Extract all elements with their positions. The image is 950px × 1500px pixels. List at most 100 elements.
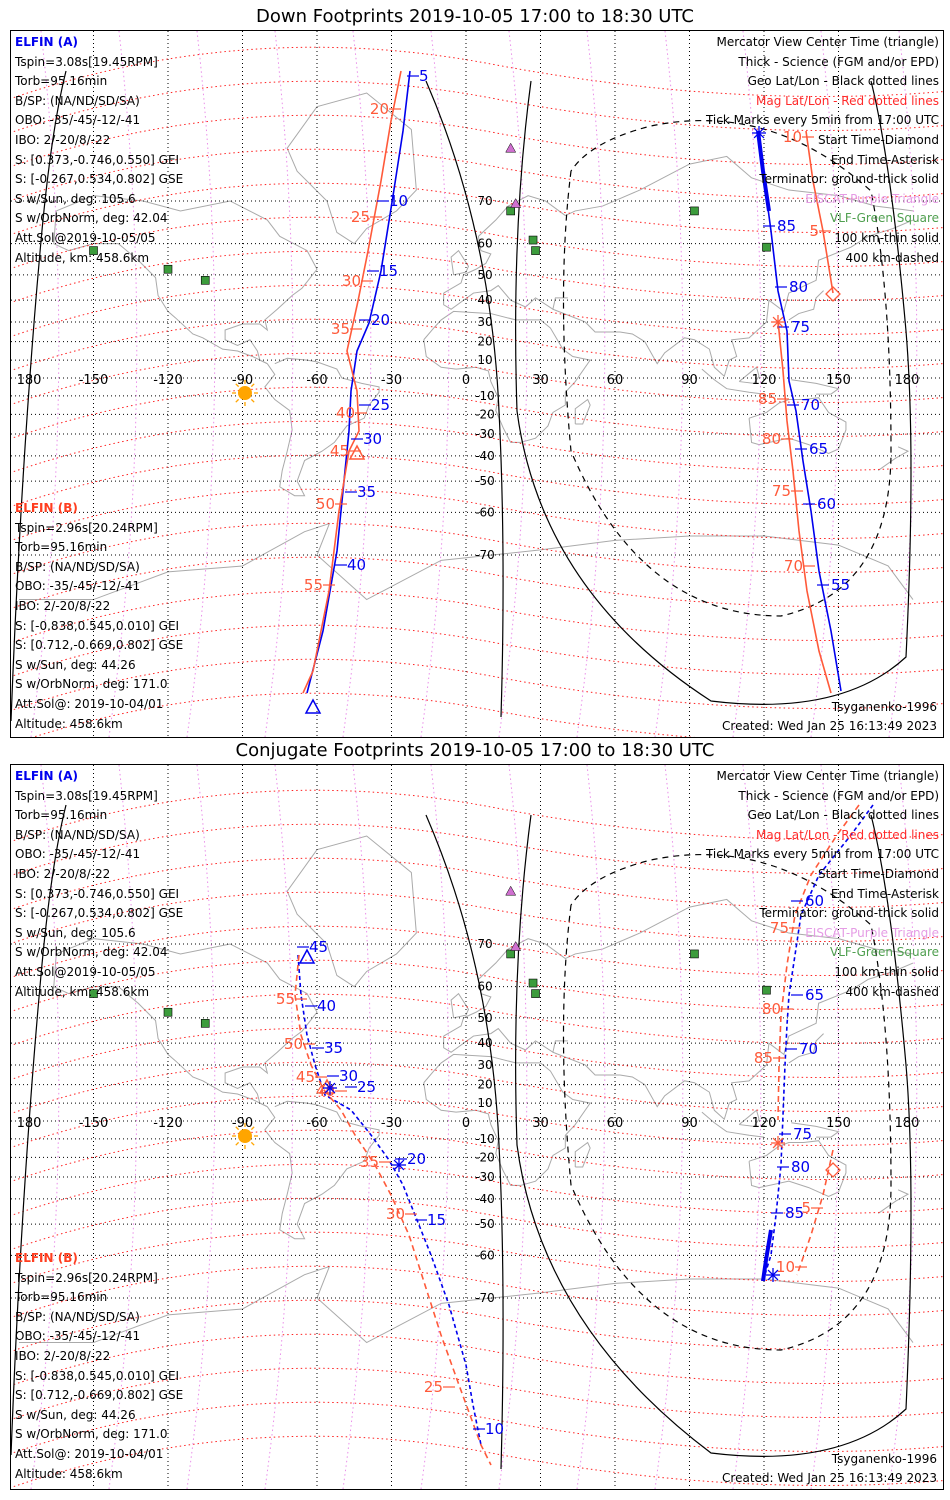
map-canvas: 180 -150 -120 -90 -60 -30 0 30 60 90 120 150 180 70 60…: [11, 765, 943, 1489]
lon-tick-label: -150: [79, 1116, 109, 1131]
elfin-a-info-line: S: [-0.267,0.534,0.802] GSE: [15, 906, 184, 921]
lon-tick-label: 60: [607, 1116, 624, 1131]
elfin-b-info-line: IBO: 2/-20/8/-22: [15, 599, 111, 613]
map-panel-conjugate: 180 -150 -120 -90 -60 -30 0 30 60 90 120 150 180 70 60…: [10, 764, 944, 1490]
elfin-b-info-line: Att.Sol@: 2019-10-04/01: [15, 1447, 164, 1461]
sun-disk: [237, 386, 252, 400]
track-tick-label: 85: [777, 217, 796, 235]
lon-tick-label: 0: [462, 1116, 470, 1131]
elfin-a-info-line: S w/OrbNorm, deg: 42.04: [15, 945, 168, 960]
elfin-a-info-line: OBO: -35/-45/-12/-41: [15, 847, 141, 862]
legend-line: VLF-Green Square: [830, 945, 939, 960]
track-tick-label: 45: [309, 938, 328, 956]
mag-meridian: [810, 765, 840, 1489]
end-time-asterisk: [323, 1081, 337, 1095]
lat-tick-label: -20: [475, 407, 495, 421]
lat-tick-label: 50: [477, 268, 492, 282]
elfin-a-info-line: Altitude, km: 458.6km: [15, 250, 150, 265]
vlf-station-square: [200, 276, 210, 285]
elfin-b-info-line: B/SP: (NA/ND/SD/SA): [15, 559, 140, 574]
track-tick-label: 75: [772, 482, 791, 500]
legend-line: Mag Lat/Lon - Red dotted lines: [755, 827, 939, 842]
sun-ray: [250, 1141, 255, 1146]
lon-tick-label: 30: [532, 1116, 549, 1131]
elfin-b-track-east-low: [777, 320, 832, 694]
elfin-b-info-line: S w/OrbNorm, deg: 171.0: [15, 1427, 168, 1442]
elfin-a-info-line: IBO: 2/-20/8/-22: [15, 133, 111, 147]
lat-tick-label: -50: [475, 474, 495, 488]
eiscat-station-triangle: [510, 941, 522, 951]
elfin-b-info-line: S: [-0.838,0.545,0.010] GEI: [15, 1368, 180, 1383]
elfin-b-track-east: [777, 804, 860, 1121]
coastline-5: [443, 1027, 568, 1054]
map-canvas: 180 -150 -120 -90 -60 -30 0 30 60 90 120 150 180 70 60…: [11, 31, 943, 737]
legend-line: Start Time-Diamond: [817, 867, 939, 881]
elfin-a-info-line: Att.Sol@2019-10-05/05: [15, 965, 156, 979]
elfin-b-info-line: Altitude: 458.6km: [15, 716, 123, 731]
lat-tick-label: 30: [477, 1058, 492, 1072]
sun-icon: [231, 1123, 258, 1149]
coastline-1: [53, 953, 268, 1108]
elfin-b-label: ELFIN (B): [15, 1251, 78, 1265]
elfin-a-info-line: S w/OrbNorm, deg: 42.04: [15, 211, 168, 226]
vlf-station-square: [762, 985, 771, 995]
coastline-9: [748, 1140, 847, 1198]
track-tick-label: 45: [296, 1068, 315, 1086]
coastline-12: [738, 366, 760, 384]
asterisk-stroke: [772, 1137, 784, 1149]
coastline-6: [443, 932, 641, 1037]
terminator-left: [11, 804, 67, 1456]
lon-tick-label: 120: [752, 373, 777, 388]
vlf-station-square: [89, 246, 98, 255]
mag-meridian: [654, 31, 684, 737]
vlf-station-square: [163, 1007, 173, 1017]
coastline-6: [443, 189, 641, 294]
track-tick-label: 75: [770, 919, 789, 937]
legend-line: 400 km-dashed: [845, 250, 939, 265]
track-tick-label: 30: [363, 430, 382, 448]
mag-meridian: [186, 31, 216, 737]
track-tick-label: 5: [801, 1199, 811, 1217]
mag-meridian: [342, 765, 372, 1489]
sun-disk: [237, 1129, 252, 1143]
terminator-ground: [425, 80, 504, 718]
elfin-b-info-line: Torb=95.16min: [15, 1290, 108, 1305]
mag-meridian: [264, 765, 294, 1489]
asterisk-stroke: [772, 316, 784, 328]
lon-tick-label: -90: [232, 1116, 253, 1131]
lat-tick-label: 70: [477, 937, 492, 951]
track-tick-label: 80: [791, 1158, 810, 1176]
terminator-left: [11, 70, 67, 722]
sun-ray: [250, 398, 255, 403]
track-tick-label: 15: [427, 1211, 446, 1229]
asterisk-stroke: [324, 1082, 336, 1094]
track-tick-label: 85: [754, 1049, 773, 1067]
track-tick-label: 20: [371, 311, 390, 329]
start-time-diamond: [825, 1162, 841, 1178]
coastline-15: [877, 446, 910, 471]
end-time-asterisk: [392, 1158, 406, 1172]
mag-meridian: [888, 765, 918, 1489]
mag-meridians: [30, 765, 918, 1489]
coastline-7: [552, 962, 914, 1121]
legend-line: EISCAT-Purple Triangle: [805, 191, 939, 206]
coastline-10: [788, 1033, 824, 1064]
elfin-b-info-line: Tspin=2.96s[20.24RPM]: [15, 1270, 158, 1285]
track-tick-label: 75: [791, 318, 810, 336]
track-tick-label: 20: [370, 100, 389, 118]
lat-tick-label: 20: [477, 1078, 492, 1092]
elfin-a-track-east: [757, 130, 842, 692]
elfin-b-info-line: OBO: -35/-45/-12/-41: [15, 1329, 141, 1344]
elfin-a-info-line: Att.Sol@2019-10-05/05: [15, 231, 156, 245]
legend-line: Thick - Science (FGM and/or EPD): [738, 788, 939, 803]
mag-meridian: [30, 765, 60, 1489]
tracks: [302, 70, 842, 694]
mag-meridian: [186, 765, 216, 1489]
elfin-b-label: ELFIN (B): [15, 501, 78, 515]
legend-line: Start Time-Diamond: [817, 133, 939, 147]
track-tick-label: 10: [783, 128, 802, 146]
coastline-0: [56, 938, 318, 1108]
track-tick-label: 25: [351, 208, 370, 226]
terminator-100km: [515, 814, 912, 1457]
mag-meridian: [576, 31, 606, 737]
